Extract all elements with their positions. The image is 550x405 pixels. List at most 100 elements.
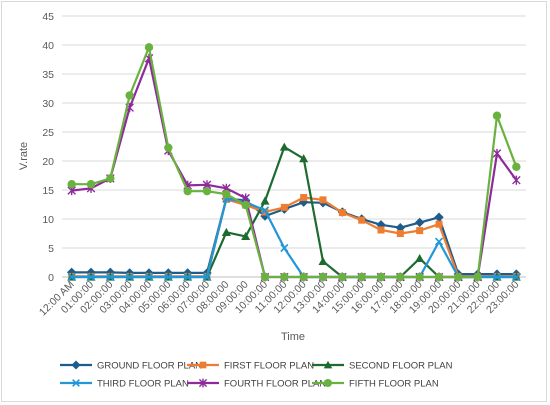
data-point [435,220,443,228]
data-point [86,272,96,282]
series-line [71,146,517,279]
data-point [260,272,270,282]
series-third-floor-plan [67,194,521,282]
data-point [164,272,173,282]
data-point [183,186,192,196]
data-point [202,272,212,282]
series-line [71,197,517,279]
legend-label: SECOND FLOOR PLAN [349,361,453,372]
data-point [86,180,96,189]
data-point [299,272,308,282]
legend-label: GROUND FLOOR PLAN [97,361,202,372]
data-point [67,272,76,282]
y-tick-label: 35 [42,69,54,81]
series-fifth-floor-plan [67,43,521,282]
x-axis-ticks: 12:00 AM01:00:0002:00:0003:00:0004:00:00… [37,279,522,319]
x-axis-title: Time [281,331,305,343]
data-point [414,217,425,228]
gridlines [62,15,526,278]
data-point [323,360,333,369]
data-point [338,272,347,282]
data-point [202,186,212,196]
data-point [377,226,385,234]
data-point [396,272,405,282]
data-point [67,180,76,189]
data-point [318,272,328,282]
y-tick-label: 30 [42,98,54,110]
data-point [492,111,502,120]
data-point [72,379,80,387]
data-point [260,196,270,205]
y-tick-label: 20 [42,156,54,168]
legend-label: FOURTH FLOOR PLAN [224,379,326,390]
y-tick-label: 45 [42,11,54,23]
legend-label: FIFTH FLOOR PLAN [349,379,439,390]
legend: GROUND FLOOR PLAN FIRST FLOOR PLAN SECOND … [60,360,453,390]
data-point [512,272,521,282]
y-tick-label: 15 [42,185,54,197]
data-point [199,361,207,369]
data-point [183,272,192,282]
data-point [318,256,328,265]
data-point [512,162,521,171]
legend-item: THIRD FLOOR PLAN [60,379,189,390]
data-point [280,243,289,253]
data-point [221,227,231,236]
data-point [358,216,366,224]
data-point [415,253,425,263]
data-point [222,189,231,199]
data-point [280,203,288,211]
y-axis-ticks: 0 5 10 15 20 25 30 35 40 45 [42,11,54,284]
data-point [324,379,332,387]
data-point [144,43,154,52]
data-point [454,272,463,282]
data-point [71,360,81,370]
data-point [164,143,173,152]
legend-item: FIFTH FLOOR PLAN [312,379,439,390]
series-fourth-floor-plan [67,53,521,282]
data-point [144,272,154,282]
data-point [319,196,327,204]
legend-label: FIRST FLOOR PLAN [224,361,314,372]
series-line [71,57,518,279]
data-point [260,206,270,215]
data-point [106,174,115,183]
y-tick-label: 0 [48,272,54,284]
data-point [357,272,366,282]
y-tick-label: 40 [42,40,54,52]
series-line [71,46,518,279]
legend-item: SECOND FLOOR PLAN [312,361,453,372]
y-tick-label: 25 [42,127,54,139]
data-point [125,272,134,282]
data-point [299,154,309,163]
data-point [512,175,521,185]
data-point [434,237,444,246]
data-point [300,194,308,202]
data-point [473,272,482,282]
legend-label: THIRD FLOOR PLAN [97,379,189,390]
legend-item: FOURTH FLOOR PLAN [187,379,326,390]
data-point [125,91,134,100]
data-point [241,200,250,210]
data-point [376,272,386,282]
y-tick-label: 10 [42,214,54,226]
y-axis-title: V.rate [18,142,30,170]
data-point [434,212,444,222]
series-group [66,43,522,282]
data-point [415,272,424,282]
legend-item: GROUND FLOOR PLAN [60,360,202,372]
data-point [434,272,444,282]
data-point [106,272,115,282]
data-point [396,230,404,237]
legend-item: FIRST FLOOR PLAN [187,361,314,372]
data-point [198,378,208,388]
data-point [492,272,502,282]
data-point [492,148,502,159]
data-point [279,142,289,151]
data-point [280,272,289,282]
data-point [416,227,424,235]
y-tick-label: 5 [48,243,54,255]
data-point [338,209,346,217]
